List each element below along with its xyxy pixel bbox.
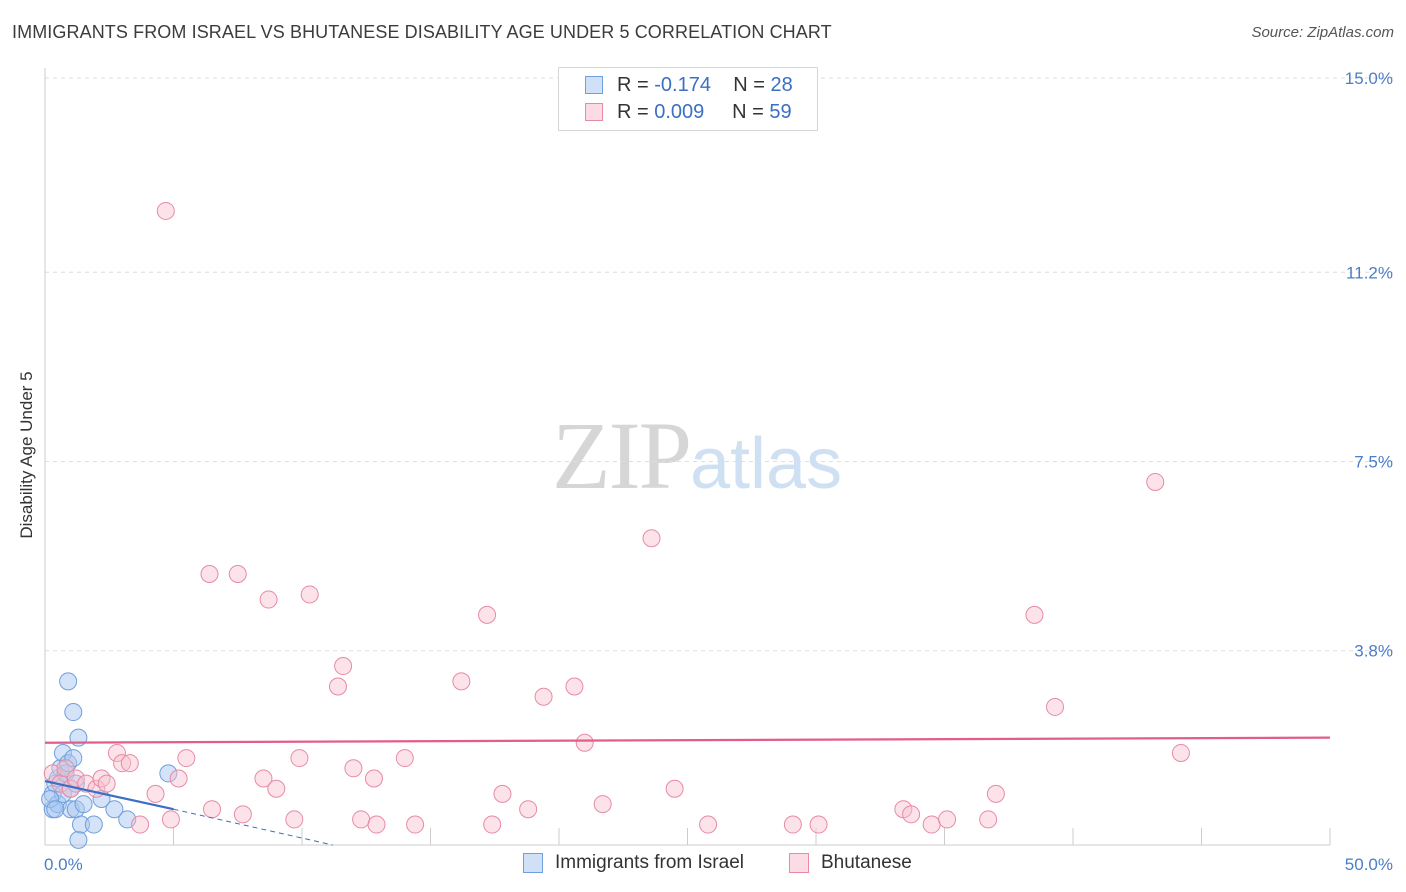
israel-point xyxy=(64,703,83,722)
bhutanese-point xyxy=(979,810,998,829)
bhutanese-point xyxy=(254,769,273,788)
israel-point xyxy=(46,800,65,819)
trend-lines xyxy=(44,736,1331,846)
bhutanese-point xyxy=(300,585,319,604)
bottom-legend-swatch-israel xyxy=(523,853,543,873)
axes xyxy=(44,68,1331,846)
watermark-zip: ZIP xyxy=(552,402,692,509)
bhutanese-point xyxy=(902,805,921,824)
israel-point xyxy=(105,800,124,819)
bhutanese-point xyxy=(120,754,139,773)
bhutanese-point xyxy=(809,815,828,834)
y-tick-label: 15.0% xyxy=(1345,69,1393,88)
x-tick-label: 0.0% xyxy=(44,855,83,874)
bhutanese-point xyxy=(146,784,165,803)
series-israel xyxy=(41,672,178,849)
tick-labels: 3.8% 7.5% 11.2% 15.0% 0.0% 50.0% xyxy=(44,69,1393,874)
legend-text-israel: R = -0.174 N = 28 xyxy=(617,74,793,96)
bhutanese-point xyxy=(334,657,353,676)
watermark: ZIPatlas xyxy=(552,400,842,511)
bhutanese-point xyxy=(177,749,196,768)
bhutanese-point xyxy=(92,769,111,788)
series-bhutanese xyxy=(43,201,1190,834)
bhutanese-point xyxy=(233,805,252,824)
bhutanese-point xyxy=(161,810,180,829)
bhutanese-point xyxy=(593,795,612,814)
israel-trend-line xyxy=(44,780,174,811)
bhutanese-point xyxy=(290,749,309,768)
bhutanese-point xyxy=(107,743,126,762)
source-label: Source: ZipAtlas.com xyxy=(1251,24,1394,41)
legend-swatch-israel xyxy=(585,76,603,94)
y-tick-label: 3.8% xyxy=(1354,642,1393,661)
bhutanese-point xyxy=(565,677,584,696)
bhutanese-point xyxy=(575,733,594,752)
israel-point xyxy=(59,672,78,691)
bhutanese-point xyxy=(113,754,132,773)
bhutanese-point xyxy=(200,564,219,583)
gridlines xyxy=(45,77,1395,652)
bottom-legend-swatch-bhutanese xyxy=(789,853,809,873)
bottom-legend-label-israel: Immigrants from Israel xyxy=(555,852,744,873)
bhutanese-point xyxy=(478,605,497,624)
bhutanese-point xyxy=(783,815,802,834)
israel-point xyxy=(159,764,178,783)
watermark-atlas: atlas xyxy=(690,424,843,504)
x-tick-label: 50.0% xyxy=(1345,855,1393,874)
israel-point xyxy=(84,815,103,834)
israel-point xyxy=(69,830,88,849)
bhutanese-point xyxy=(97,774,116,793)
bhutanese-point xyxy=(228,564,247,583)
bhutanese-point xyxy=(452,672,471,691)
chart-title: IMMIGRANTS FROM ISRAEL VS BHUTANESE DISA… xyxy=(12,22,832,42)
y-tick-label: 11.2% xyxy=(1346,263,1393,282)
bottom-legend-label-bhutanese: Bhutanese xyxy=(821,852,912,873)
bhutanese-point xyxy=(364,769,383,788)
y-tick-label: 7.5% xyxy=(1354,453,1393,472)
bhutanese-point xyxy=(156,201,175,220)
bhutanese-point xyxy=(344,759,363,778)
bhutanese-point xyxy=(285,810,304,829)
legend-swatch-bhutanese xyxy=(585,103,603,121)
bhutanese-point xyxy=(519,800,538,819)
bhutanese-point xyxy=(938,810,957,829)
bhutanese-point xyxy=(1025,605,1044,624)
bhutanese-point xyxy=(483,815,502,834)
bhutanese-point xyxy=(665,779,684,798)
legend-text-bhutanese: R = 0.009 N = 59 xyxy=(617,101,792,123)
bhutanese-point xyxy=(267,779,286,798)
bhutanese-point xyxy=(922,815,941,834)
bhutanese-point xyxy=(1171,743,1190,762)
bhutanese-point xyxy=(352,810,371,829)
israel-trend-extension xyxy=(173,808,333,846)
bhutanese-point xyxy=(367,815,386,834)
israel-point xyxy=(64,749,83,768)
bhutanese-point xyxy=(1146,472,1165,491)
bhutanese-point xyxy=(328,677,347,696)
bhutanese-point xyxy=(406,815,425,834)
bhutanese-point xyxy=(259,590,278,609)
bhutanese-point xyxy=(699,815,718,834)
bhutanese-point xyxy=(1046,697,1065,716)
correlation-legend: R = -0.174 N = 28 R = 0.009 N = 59 xyxy=(558,67,818,131)
israel-point xyxy=(74,795,93,814)
bhutanese-point xyxy=(534,687,553,706)
bhutanese-point xyxy=(493,784,512,803)
bhutanese-point xyxy=(203,800,222,819)
bhutanese-point xyxy=(169,769,188,788)
bhutanese-trend-line xyxy=(44,736,1331,744)
bhutanese-point xyxy=(131,815,150,834)
bhutanese-point xyxy=(395,749,414,768)
bhutanese-point xyxy=(986,784,1005,803)
bhutanese-point xyxy=(642,529,661,548)
